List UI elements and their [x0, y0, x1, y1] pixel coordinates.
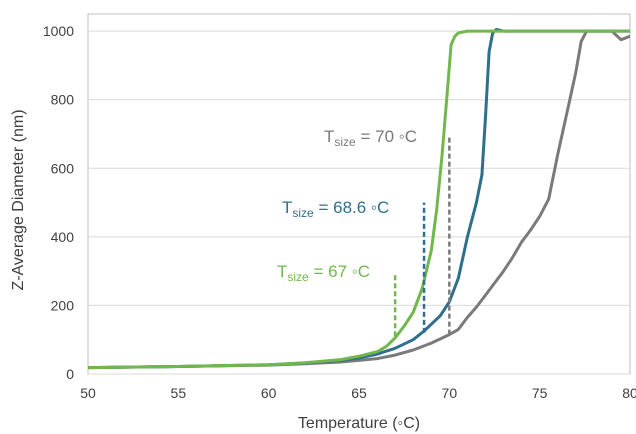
series-line [88, 29, 630, 370]
y-tick-label: 0 [66, 366, 74, 382]
x-axis-title: Temperature (◦C) [298, 415, 420, 432]
x-tick-label: 70 [442, 385, 458, 401]
y-tick-label: 600 [51, 160, 75, 176]
y-tick-label: 400 [51, 229, 75, 245]
x-tick-labels: 50 55 60 65 70 75 80 [80, 385, 636, 401]
series-lines [88, 27, 630, 370]
x-tick-label: 50 [80, 385, 96, 401]
annotation-label-green: Tsize = 67 ◦C [277, 262, 370, 284]
annotation-label-grey: Tsize = 70 ◦C [324, 127, 417, 149]
y-tick-labels: 0 200 400 600 800 1000 [43, 23, 74, 382]
grid-lines [87, 13, 631, 375]
x-tick-label: 75 [532, 385, 548, 401]
x-tick-label: 80 [622, 385, 636, 401]
x-tick-label: 60 [261, 385, 277, 401]
series-line [88, 29, 630, 370]
x-tick-label: 55 [171, 385, 187, 401]
y-tick-label: 1000 [43, 23, 74, 39]
y-axis-title: Z-Average Diameter (nm) [10, 109, 27, 290]
annotation-label-blue: Tsize = 68.6 ◦C [282, 198, 389, 220]
y-tick-label: 200 [51, 297, 75, 313]
y-tick-label: 800 [51, 92, 75, 108]
annotation-markers: Tsize = 67 ◦C Tsize = 68.6 ◦C Tsize = 70 ◦… [277, 127, 451, 337]
x-tick-label: 65 [351, 385, 367, 401]
